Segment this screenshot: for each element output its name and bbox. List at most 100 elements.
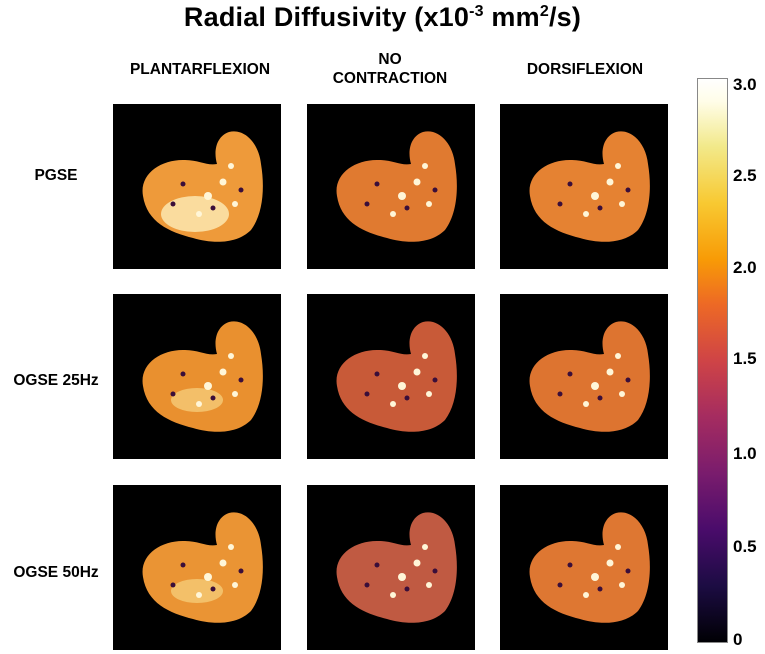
vessel-spot [606,178,614,186]
leg-cross-section [336,131,457,242]
vessel-spot [583,592,589,598]
colorbar-tick-label: 0 [733,630,743,649]
leg-cross-section [336,512,457,623]
vessel-spot [619,582,625,588]
mri-panel-ogse50-dorsiflexion [500,485,668,650]
dark-speckle [404,395,410,401]
dark-speckle [210,395,216,401]
dark-speckle [238,568,244,574]
dark-speckle [625,568,631,574]
leg-cross-section [142,321,263,432]
dark-speckle [180,371,186,377]
dark-speckle [364,582,370,588]
vessel-spot [390,592,396,598]
vessel-spot [204,573,212,581]
vessel-spot [422,163,428,169]
vessel-spot [591,382,599,390]
column-header-dorsiflexion: DORSIFLEXION [485,60,685,79]
colorbar-tick-label: 2.0 [733,258,757,277]
column-header-line: CONTRACTION [332,70,448,87]
vessel-spot [398,192,406,200]
column-header-no-contraction: NO CONTRACTION [290,50,490,88]
vessel-spot [219,178,227,186]
vessel-spot [413,368,421,376]
vessel-spot [413,559,421,567]
bright-region [171,579,223,603]
dark-speckle [557,391,563,397]
dark-speckle [364,201,370,207]
vessel-spot [615,163,621,169]
vessel-spot [615,353,621,359]
title-unit-exponent: 2 [539,3,549,20]
dark-speckle [364,391,370,397]
dark-speckle [170,391,176,397]
vessel-spot [204,382,212,390]
vessel-spot [232,201,238,207]
dark-speckle [597,205,603,211]
vessel-spot [591,192,599,200]
vessel-spot [606,559,614,567]
vessel-spot [426,201,432,207]
dark-speckle [374,181,380,187]
title-unit: mm [483,2,540,32]
column-header-line: PLANTARFLEXION [129,61,271,78]
dark-speckle [567,181,573,187]
leg-cross-section [336,321,457,432]
mri-panel-pgse-no-contraction [307,104,475,269]
vessel-spot [219,559,227,567]
mri-panel-ogse25-plantarflexion [113,294,281,459]
leg-cross-section [529,321,650,432]
row-header-ogse-25hz: OGSE 25Hz [13,372,99,389]
vessel-spot [390,401,396,407]
mri-panel-ogse25-dorsiflexion [500,294,668,459]
column-header-line: DORSIFLEXION [526,61,644,78]
vessel-spot [196,211,202,217]
dark-speckle [180,562,186,568]
column-header-line: NO [378,51,402,68]
vessel-spot [583,211,589,217]
dark-speckle [432,377,438,383]
title-unit-tail: /s) [548,2,582,32]
mri-panel-pgse-dorsiflexion [500,104,668,269]
vessel-spot [196,592,202,598]
dark-speckle [404,205,410,211]
dark-speckle [557,582,563,588]
vessel-spot [390,211,396,217]
dark-speckle [404,586,410,592]
colorbar-tick-label: 3.0 [733,75,757,94]
mri-panel-ogse50-plantarflexion [113,485,281,650]
dark-speckle [210,205,216,211]
bright-region [171,388,223,412]
vessel-spot [398,382,406,390]
mri-panel-ogse50-no-contraction [307,485,475,650]
dark-speckle [625,187,631,193]
vessel-spot [228,353,234,359]
dark-speckle [210,586,216,592]
vessel-spot [422,353,428,359]
colorbar-tick-label: 2.5 [733,166,757,185]
vessel-spot [228,544,234,550]
vessel-spot [232,582,238,588]
row-header-ogse-50hz: OGSE 50Hz [13,564,99,581]
dark-speckle [625,377,631,383]
row-header-pgse: PGSE [34,167,78,184]
leg-cross-section [529,512,650,623]
dark-speckle [597,395,603,401]
colorbar-tick-label: 1.5 [733,349,757,368]
vessel-spot [219,368,227,376]
dark-speckle [170,201,176,207]
mri-panel-ogse25-no-contraction [307,294,475,459]
colorbar-tick-label: 0.5 [733,537,757,556]
dark-speckle [597,586,603,592]
vessel-spot [422,544,428,550]
figure-title: Radial Diffusivity (x10-3 mm2/s) [0,2,765,33]
vessel-spot [619,391,625,397]
dark-speckle [170,582,176,588]
leg-cross-section [142,512,263,623]
title-exponent: -3 [469,3,484,20]
dark-speckle [238,187,244,193]
mri-panel-pgse-plantarflexion [113,104,281,269]
colorbar-tick-label: 1.0 [733,444,757,463]
vessel-spot [591,573,599,581]
vessel-spot [619,201,625,207]
